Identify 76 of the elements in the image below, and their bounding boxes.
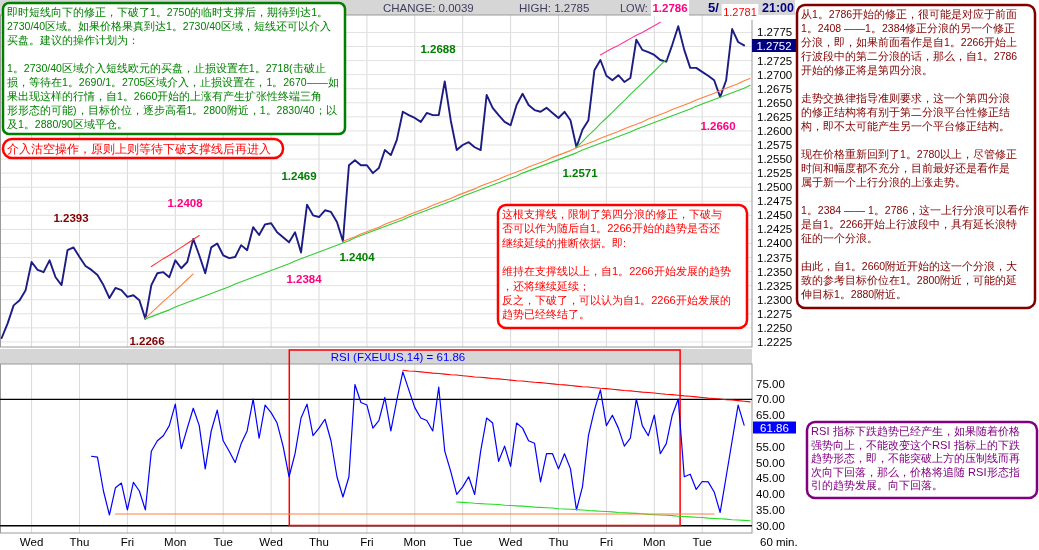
text: CHANGE: 0.0039 — [383, 2, 474, 14]
annotation: 1.2404 — [339, 251, 376, 264]
text: 走势交换律指导准则要求，这一个第四分浪的修正结构将有别于第二分浪平台性修正结构，即不太可能产生另一个平台修正结构。 — [800, 92, 1010, 132]
annotation: 1.2571 — [562, 167, 599, 180]
annotation: 5/ — [708, 0, 720, 15]
annotation: 1.2469 — [281, 170, 317, 183]
y-tick-label: 1.2700 — [757, 68, 793, 81]
x-tick-label: Fri — [360, 536, 374, 548]
text: 现在价格重新回到了1。2780以上，尽管修正时间和幅度都不充分，目前最好还是看作是属于新一个上行分浪的上涨走势。 — [801, 148, 1018, 188]
annotation: 反之，下破了，可以认为自1。2266开始发展的趋势已经终结了。 — [502, 293, 731, 321]
y-tick-label: 1.2225 — [757, 335, 793, 348]
x-tick-label: Thu — [69, 536, 90, 548]
x-tick-label: Mon — [643, 536, 666, 548]
y-tick-label: 1.2475 — [757, 195, 793, 208]
text: 由此，自1。2660附近开始的这一个分浪，大致的参考目标价位在1。2800附近，可能的延伸目标1。2880附近。 — [801, 260, 1018, 300]
annotation: 维持在支撑线以上，自1。2266开始发展的趋势，还将继续延续； — [502, 265, 731, 292]
x-tick-label: Tue — [213, 536, 233, 548]
y-tick-label: 1.2425 — [757, 223, 793, 236]
annotation: 1.2660 — [700, 120, 736, 133]
text: RSI 指标下跌趋势已经产生，如果随着价格强势向上，不能改变这个RSI 指标上的下跌趋势形态，即，不能突破上方的压制线而再次向下回落，那么，价格将追随 RSI形态指引的趋势发展。向下回落。 — [811, 425, 1020, 491]
y-tick-label: 50.00 — [756, 456, 785, 469]
chart-title: RSI (FXEUUS,14) = 61.86 — [330, 350, 466, 363]
y-tick-label: 75.00 — [756, 377, 785, 390]
annotation: 1.2266 — [129, 335, 165, 348]
y-tick-label: 1.2500 — [757, 181, 793, 194]
y-tick-label: 1.2550 — [757, 153, 793, 166]
text: HIGH: 1.2785 — [519, 2, 590, 14]
text: 61.86 — [760, 421, 789, 434]
y-tick-label: 1.2575 — [757, 139, 793, 152]
y-tick-label: 1.2650 — [757, 96, 793, 109]
x-tick-label: Wed — [498, 536, 523, 548]
annotation: 这根支撑线，限制了第四分浪的修正，下破与否可以作为随后自1。2266开始的趋势是否还继续延续的推断依据。即: — [502, 208, 722, 249]
x-tick-label: Wed — [259, 536, 283, 548]
x-tick-label: Fri — [120, 536, 135, 548]
y-tick-label: 65.00 — [756, 409, 785, 422]
text: 1。2384 —— 1。2786，这一上行分浪可以看作是自1。2266开始上行波段中，具有延长浪特征的一个分浪。 — [801, 204, 1030, 244]
y-tick-label: 45.00 — [756, 472, 785, 485]
y-tick-label: 1.2725 — [757, 54, 793, 67]
x-tick-label: Wed — [19, 536, 44, 548]
y-tick-label: 55.00 — [756, 440, 785, 453]
y-tick-label: 1.2250 — [757, 321, 793, 334]
y-tick-label: 40.00 — [756, 488, 785, 501]
annotation: 即时短线向下的修正，下破了1。2750的临时支撑后，期待到达1。2730/40区域。如果价格果真到达1。2730/40区域，短线还可以介入买盘。建议的操作计划为： — [7, 6, 331, 46]
y-tick-label: 1.2450 — [757, 209, 793, 222]
text: 从1。2786开始的修正，很可能是对应于前面1。2408 ——1。2384修正分浪的另一个修正分浪，即，如果前面看作是自1。2266开始上行波段中的第二分浪的话，那么，自1。2786开始的修正将是第四分浪。 — [801, 8, 1018, 76]
y-tick-label: 1.2300 — [757, 293, 793, 306]
text: LOW: — [620, 2, 648, 14]
x-tick-label: Thu — [309, 536, 329, 548]
annotation: 1。2730/40区域介入短线欧元的买盘，止损设置在1。2718(击破止损，等待在1。2690/1。2705区域介入，止损设置在，1。2670——如果出现这样的行情，自1。2660开始的上涨有产生扩张性终端三角形形态的可能)，目标价位，逐步高看1。2800附近，1。2830/40；以及1。2880/90区域平仓。 — [7, 62, 339, 130]
annotation: 1.2408 — [167, 197, 204, 210]
x-tick-label: Tue — [692, 536, 712, 548]
text: 21:00 — [762, 1, 795, 15]
text: 1.2752 — [756, 39, 792, 52]
y-tick-label: 1.2350 — [757, 265, 793, 278]
y-tick-label: 1.2325 — [757, 279, 793, 292]
x-tick-label: Mon — [164, 536, 187, 548]
x-tick-label: Fri — [599, 536, 614, 548]
y-tick-label: 35.00 — [756, 503, 785, 516]
y-tick-label: 30.00 — [756, 519, 785, 532]
annotation: 介入沽空操作，原则上则等待下破支撑线后再进入 — [7, 141, 271, 156]
y-tick-label: 1.2600 — [757, 124, 793, 137]
y-tick-label: 70.00 — [756, 393, 785, 406]
y-tick-label: 1.2525 — [757, 167, 793, 180]
y-tick-label: 1.2375 — [757, 251, 793, 264]
annotation: 1.2384 — [286, 273, 323, 286]
annotation: 1.2688 — [420, 43, 457, 56]
y-tick-label: 1.2775 — [757, 26, 793, 39]
annotation: 1.2393 — [53, 212, 89, 225]
x-tick-label: Mon — [403, 536, 426, 548]
y-tick-label: 1.2275 — [757, 307, 793, 320]
y-tick-label: 1.2625 — [757, 110, 793, 123]
y-tick-label: 1.2400 — [757, 237, 793, 250]
x-axis-title: 60 min. — [760, 536, 798, 548]
x-tick-label: Thu — [548, 536, 569, 548]
y-tick-label: 1.2675 — [757, 82, 793, 95]
x-tick-label: Tue — [453, 536, 473, 548]
